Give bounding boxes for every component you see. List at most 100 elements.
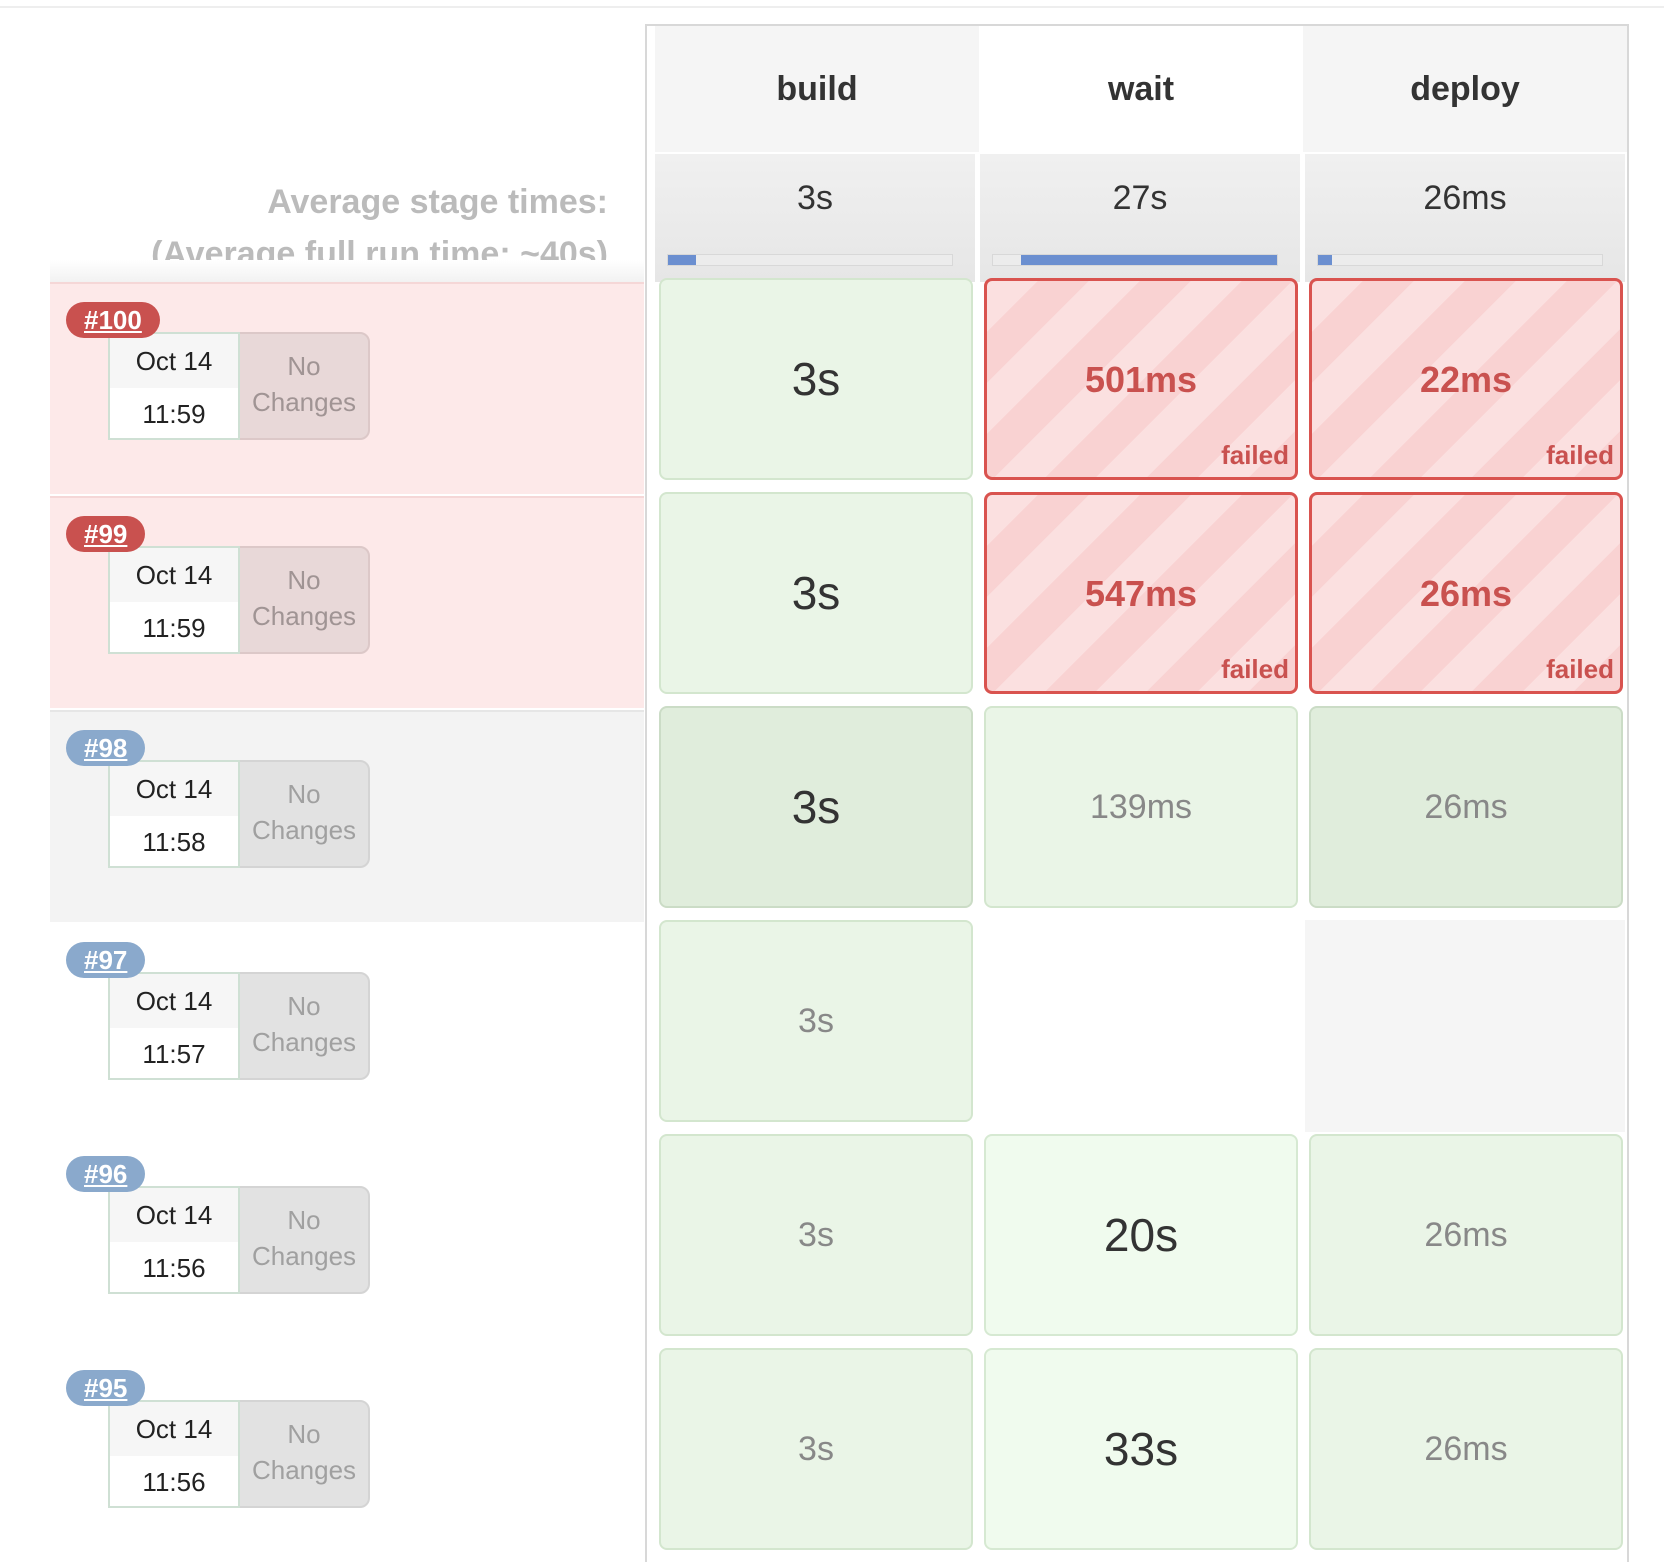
stage-cell-build[interactable]: 3s bbox=[659, 1134, 973, 1336]
run-row: #96 Oct 14 11:56 No Changes bbox=[50, 1138, 644, 1350]
run-date-box: Oct 14 11:59 bbox=[108, 332, 240, 440]
average-stage-times-title: Average stage times: bbox=[267, 183, 608, 221]
run-time: 11:59 bbox=[142, 613, 206, 643]
stage-duration: 33s bbox=[1103, 1423, 1179, 1475]
stage-duration: 3s bbox=[798, 1002, 834, 1040]
stage-duration: 26ms bbox=[1424, 1216, 1508, 1254]
run-time: 11:59 bbox=[142, 399, 206, 429]
top-divider bbox=[0, 0, 1664, 8]
run-date: Oct 14 bbox=[110, 1402, 238, 1456]
run-date: Oct 14 bbox=[110, 548, 238, 602]
changes-line: No bbox=[287, 351, 321, 381]
run-date-box: Oct 14 11:56 bbox=[108, 1400, 240, 1508]
stage-header-wait[interactable]: wait bbox=[979, 26, 1303, 152]
run-date: Oct 14 bbox=[110, 762, 238, 816]
changes-line: No bbox=[287, 991, 321, 1021]
changes-line: Changes bbox=[251, 1241, 357, 1271]
stage-duration: 547ms bbox=[1084, 573, 1198, 614]
run-date: Oct 14 bbox=[110, 974, 238, 1028]
run-date: Oct 14 bbox=[110, 334, 238, 388]
avg-time-value: 3s bbox=[797, 179, 833, 217]
run-number-link[interactable]: #98 bbox=[66, 730, 146, 766]
stage-cell-build[interactable]: 3s bbox=[659, 278, 973, 480]
stage-cell-deploy[interactable]: 22ms failed bbox=[1309, 278, 1623, 480]
stage-duration: 139ms bbox=[1089, 788, 1193, 826]
avg-progress-fill bbox=[1318, 255, 1333, 265]
run-number-link[interactable]: #99 bbox=[66, 516, 146, 552]
stage-cell-empty bbox=[980, 920, 1300, 1132]
changes-line: No bbox=[287, 1205, 321, 1235]
stage-status-label: failed bbox=[1221, 654, 1289, 684]
run-row: #95 Oct 14 11:56 No Changes bbox=[50, 1352, 644, 1564]
run-date: Oct 14 bbox=[110, 1188, 238, 1242]
stage-duration: 3s bbox=[791, 353, 841, 405]
avg-progress-fill bbox=[1021, 255, 1277, 265]
stage-cell-wait[interactable]: 33s bbox=[984, 1348, 1298, 1550]
stage-cell-deploy[interactable]: 26ms bbox=[1309, 1134, 1623, 1336]
stage-duration: 501ms bbox=[1084, 359, 1198, 400]
stage-view-grid: build wait deploy 3s 27s 26ms 3s 501ms fai… bbox=[645, 24, 1629, 1562]
avg-progress-fill bbox=[668, 255, 697, 265]
changes-box[interactable]: No Changes bbox=[238, 1400, 370, 1508]
run-date-box: Oct 14 11:57 bbox=[108, 972, 240, 1080]
run-number-link[interactable]: #95 bbox=[66, 1370, 146, 1406]
avg-time-wait: 27s bbox=[980, 154, 1300, 282]
run-number-link[interactable]: #100 bbox=[66, 302, 160, 338]
changes-box[interactable]: No Changes bbox=[238, 332, 370, 440]
changes-box[interactable]: No Changes bbox=[238, 972, 370, 1080]
stage-cell-wait[interactable]: 20s bbox=[984, 1134, 1298, 1336]
run-row: #99 Oct 14 11:59 No Changes bbox=[50, 496, 644, 708]
changes-line: Changes bbox=[251, 1455, 357, 1485]
changes-line: Changes bbox=[251, 1027, 357, 1057]
run-time: 11:56 bbox=[142, 1467, 206, 1497]
stage-cell-build[interactable]: 3s bbox=[659, 492, 973, 694]
run-date-box: Oct 14 11:59 bbox=[108, 546, 240, 654]
stage-duration: 3s bbox=[791, 781, 841, 833]
stage-duration: 3s bbox=[791, 567, 841, 619]
avg-time-deploy: 26ms bbox=[1305, 154, 1625, 282]
changes-line: No bbox=[287, 779, 321, 809]
run-number-link[interactable]: #96 bbox=[66, 1156, 146, 1192]
run-number-link[interactable]: #97 bbox=[66, 942, 146, 978]
avg-time-value: 27s bbox=[1112, 179, 1168, 217]
changes-line: Changes bbox=[251, 601, 357, 631]
stage-status-label: failed bbox=[1546, 654, 1614, 684]
stage-cell-deploy[interactable]: 26ms failed bbox=[1309, 492, 1623, 694]
stage-duration: 26ms bbox=[1419, 573, 1513, 614]
stage-cell-wait[interactable]: 139ms bbox=[984, 706, 1298, 908]
stage-header-build[interactable]: build bbox=[655, 26, 979, 152]
stage-cell-wait[interactable]: 501ms failed bbox=[984, 278, 1298, 480]
header-shadow bbox=[50, 260, 644, 282]
run-time: 11:57 bbox=[142, 1039, 206, 1069]
run-row: #98 Oct 14 11:58 No Changes bbox=[50, 710, 644, 922]
stage-duration: 22ms bbox=[1419, 359, 1513, 400]
changes-box[interactable]: No Changes bbox=[238, 1186, 370, 1294]
avg-progress-bar bbox=[1317, 254, 1603, 266]
run-row: #100 Oct 14 11:59 No Changes bbox=[50, 282, 644, 494]
changes-line: Changes bbox=[251, 387, 357, 417]
stage-header-deploy[interactable]: deploy bbox=[1303, 26, 1627, 152]
stage-cell-deploy[interactable]: 26ms bbox=[1309, 706, 1623, 908]
changes-box[interactable]: No Changes bbox=[238, 546, 370, 654]
stage-duration: 20s bbox=[1103, 1209, 1179, 1261]
stage-cell-build[interactable]: 3s bbox=[659, 1348, 973, 1550]
stage-cell-wait[interactable]: 547ms failed bbox=[984, 492, 1298, 694]
changes-box[interactable]: No Changes bbox=[238, 760, 370, 868]
avg-progress-bar bbox=[667, 254, 953, 266]
stage-duration: 3s bbox=[798, 1216, 834, 1254]
stage-cell-empty bbox=[1305, 920, 1625, 1132]
run-time: 11:56 bbox=[142, 1253, 206, 1283]
run-row: #97 Oct 14 11:57 No Changes bbox=[50, 924, 644, 1136]
run-time: 11:58 bbox=[142, 827, 206, 857]
run-date-box: Oct 14 11:56 bbox=[108, 1186, 240, 1294]
stage-duration: 3s bbox=[798, 1430, 834, 1468]
avg-time-value: 26ms bbox=[1423, 179, 1507, 217]
stage-cell-deploy[interactable]: 26ms bbox=[1309, 1348, 1623, 1550]
stage-cell-build[interactable]: 3s bbox=[659, 920, 973, 1122]
avg-progress-bar bbox=[992, 254, 1278, 266]
changes-line: Changes bbox=[251, 815, 357, 845]
run-date-box: Oct 14 11:58 bbox=[108, 760, 240, 868]
stage-cell-build[interactable]: 3s bbox=[659, 706, 973, 908]
stage-duration: 26ms bbox=[1424, 788, 1508, 826]
changes-line: No bbox=[287, 565, 321, 595]
